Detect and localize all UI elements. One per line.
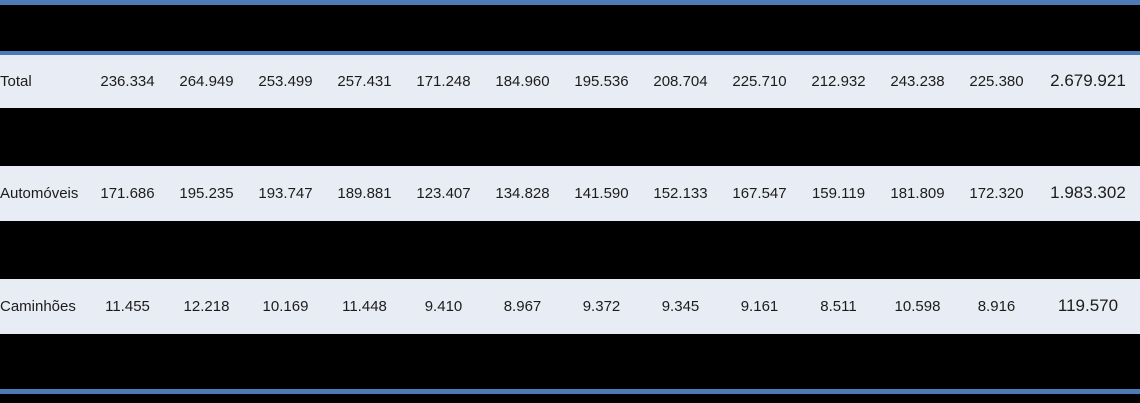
cell-value: 189.881 xyxy=(337,184,392,202)
redacted-row xyxy=(0,107,1140,166)
redacted-cell xyxy=(0,221,1140,279)
cell-value: 9.372 xyxy=(582,297,621,315)
cell-value: 193.747 xyxy=(258,184,313,202)
cell-value: 152.133 xyxy=(653,184,708,202)
cell-value: 257.431 xyxy=(337,72,392,90)
cell-value: 225.380 xyxy=(969,72,1024,90)
cell-value: 141.590 xyxy=(574,184,629,202)
cell-value: 171.686 xyxy=(100,184,155,202)
cell-value: 8.967 xyxy=(503,297,542,315)
cell-value: 167.547 xyxy=(732,184,787,202)
cell-value: 195.235 xyxy=(179,184,234,202)
vehicle-production-table: Total 236.334 264.949 253.499 257.431 171.248… xyxy=(0,0,1140,394)
cell-value: 8.511 xyxy=(820,297,857,315)
cell-value: 11.455 xyxy=(105,297,150,315)
cell-value: 159.119 xyxy=(811,184,866,202)
cell-value: 243.238 xyxy=(890,72,945,90)
redacted-header-cell xyxy=(0,3,1140,53)
redacted-cell xyxy=(0,108,1140,166)
cell-value: 10.598 xyxy=(894,297,941,315)
cell-value: 10.169 xyxy=(262,297,309,315)
cell-value: 181.809 xyxy=(890,184,945,202)
cell-value: 9.161 xyxy=(740,297,779,315)
row-label: Automóveis xyxy=(0,184,79,202)
table-header-row-redacted xyxy=(0,2,1140,53)
table-row: Total 236.334 264.949 253.499 257.431 171.248… xyxy=(0,52,1140,108)
cell-value: 184.960 xyxy=(495,72,550,90)
cell-value: 12.218 xyxy=(183,297,230,315)
cell-value: 172.320 xyxy=(969,184,1024,202)
row-total: 119.570 xyxy=(1057,296,1119,315)
row-total: 2.679.921 xyxy=(1050,71,1126,90)
cell-value: 11.448 xyxy=(342,297,387,315)
row-label: Total xyxy=(0,72,32,90)
redacted-cell xyxy=(0,334,1140,392)
cell-value: 9.410 xyxy=(424,297,463,315)
table-row: Caminhões 11.455 12.218 10.169 11.448 9.410 8.… xyxy=(0,278,1140,334)
cell-value: 171.248 xyxy=(416,72,471,90)
row-label: Caminhões xyxy=(0,297,76,315)
cell-value: 9.345 xyxy=(661,297,700,315)
redacted-row xyxy=(0,333,1140,392)
cell-value: 236.334 xyxy=(100,72,155,90)
cell-value: 225.710 xyxy=(732,72,787,90)
cell-value: 123.407 xyxy=(416,184,471,202)
redacted-row xyxy=(0,220,1140,279)
cell-value: 8.916 xyxy=(977,297,1016,315)
cell-value: 253.499 xyxy=(258,72,313,90)
cell-value: 264.949 xyxy=(179,72,234,90)
table-row: Automóveis 171.686 195.235 193.747 189.881 12… xyxy=(0,165,1140,221)
cell-value: 134.828 xyxy=(495,184,550,202)
cell-value: 212.932 xyxy=(811,72,866,90)
cell-value: 208.704 xyxy=(653,72,708,90)
table-body: Total 236.334 264.949 253.499 257.431 171.248… xyxy=(0,52,1140,392)
row-total: 1.983.302 xyxy=(1050,183,1126,202)
cell-value: 195.536 xyxy=(574,72,629,90)
